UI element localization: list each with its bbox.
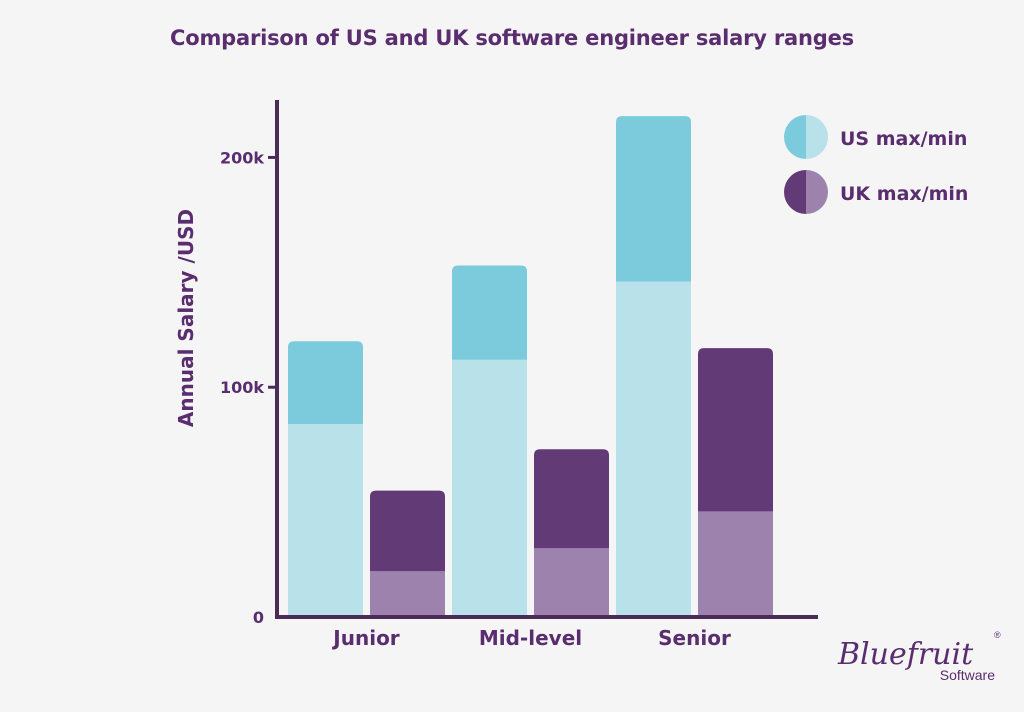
y-tick-label-100k: 100k <box>220 378 264 397</box>
legend-label-uk: UK max/min <box>840 183 968 205</box>
brand-registered-mark: ® <box>994 630 1001 640</box>
legend-item-us: US max/min <box>784 115 967 159</box>
bars-layer <box>288 116 773 617</box>
bar-us-min-junior <box>288 423 363 617</box>
brand-logo: Bluefruit ® Software <box>837 630 1001 683</box>
legend-swatch-us-max <box>784 115 806 159</box>
legend-swatch-us-min <box>806 115 828 159</box>
x-tick-label-senior: Senior <box>658 626 731 650</box>
x-tick-label-mid-level: Mid-level <box>479 626 582 650</box>
bar-uk-min-senior <box>698 511 773 617</box>
y-axis-label: Annual Salary /USD <box>174 209 198 427</box>
bar-uk-min-junior <box>370 571 445 617</box>
legend-swatch-uk-max <box>784 170 806 214</box>
bar-us-min-mid-level <box>452 359 527 617</box>
y-tick-label-200k: 200k <box>220 148 264 167</box>
brand-name: Bluefruit <box>837 637 974 672</box>
legend-swatch-uk-min <box>806 170 828 214</box>
legend-item-uk: UK max/min <box>784 170 968 214</box>
y-tick-label-0: 0 <box>253 608 264 627</box>
ticks-layer: 0 100k 200k <box>220 148 277 627</box>
x-tick-labels: Junior Mid-level Senior <box>331 626 731 650</box>
brand-subtitle: Software <box>940 667 995 683</box>
bar-uk-min-mid-level <box>534 548 609 617</box>
x-tick-label-junior: Junior <box>331 626 400 650</box>
legend-label-us: US max/min <box>840 128 967 150</box>
chart-title: Comparison of US and UK software enginee… <box>170 26 854 50</box>
bar-us-min-senior <box>616 281 691 617</box>
legend: US max/min UK max/min <box>784 115 968 214</box>
